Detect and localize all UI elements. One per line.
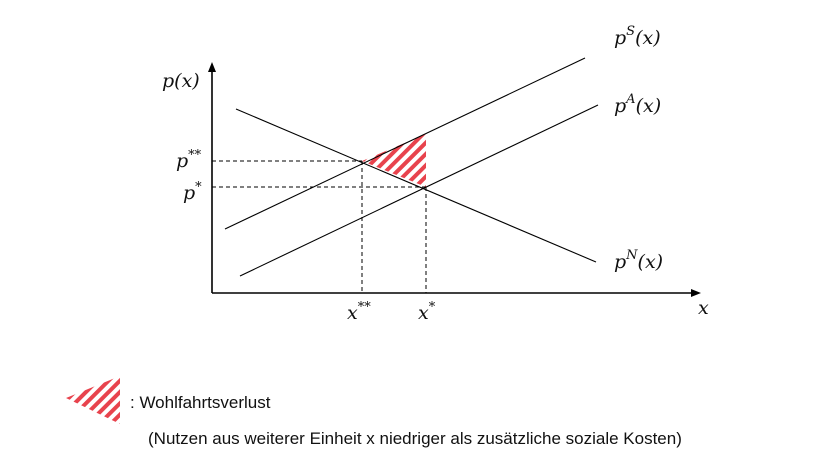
private-supply-label: pA(x)	[614, 92, 661, 117]
private-supply-curve	[240, 105, 598, 276]
y-axis-arrow	[208, 62, 216, 72]
legend-label: : Wohlfahrtsverlust	[130, 393, 271, 412]
y-axis-label: p(x)	[162, 70, 200, 92]
p-star-label: p*	[183, 180, 202, 204]
social-cost-label: pS(x)	[614, 24, 661, 49]
x-axis-arrow	[691, 289, 701, 297]
x-double-star-label: x**	[347, 300, 371, 324]
x-axis-label: x	[698, 297, 709, 319]
social-cost-curve	[225, 58, 585, 229]
welfare-loss-area	[362, 134, 426, 187]
p-double-star-label: p**	[176, 148, 202, 172]
demand-label: pN(x)	[614, 248, 663, 273]
legend-hatch-swatch	[66, 376, 120, 424]
legend-note: (Nutzen aus weiterer Einheit x niedriger…	[148, 429, 682, 448]
x-star-label: x*	[418, 300, 436, 324]
